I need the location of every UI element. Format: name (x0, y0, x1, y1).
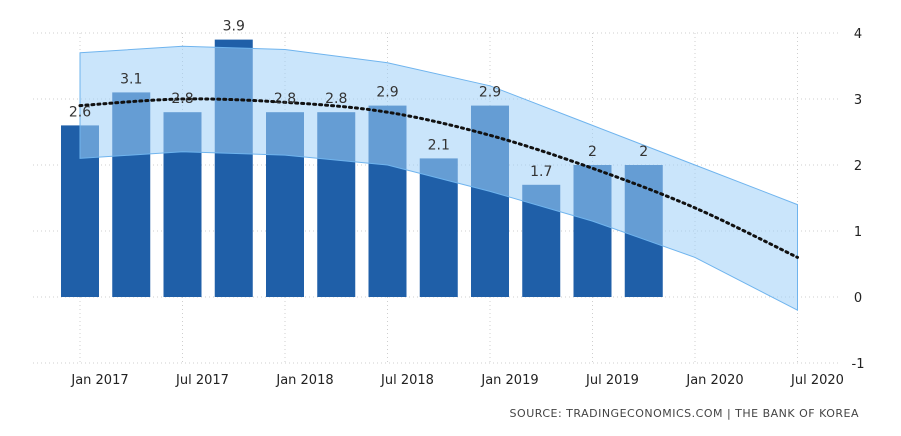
data-label: 2.8 (325, 91, 347, 107)
data-label: 2 (639, 144, 648, 160)
y-tick-label: 0 (854, 291, 862, 306)
data-label: 2.8 (274, 91, 296, 107)
data-label: 1.7 (530, 164, 552, 180)
data-label: 2.9 (376, 85, 398, 101)
data-label: 3.1 (120, 71, 142, 87)
data-label: 2 (588, 144, 597, 160)
data-label: 2.6 (69, 104, 91, 120)
data-label: 2.8 (171, 91, 193, 107)
x-tick-label: Jul 2020 (790, 373, 844, 388)
forecast-band (79, 45, 798, 312)
x-tick-label: Jan 2017 (70, 373, 128, 388)
trend-line (78, 97, 799, 259)
y-tick-label: -1 (852, 357, 865, 372)
x-tick-label: Jan 2019 (480, 373, 538, 388)
data-label: 2.9 (479, 85, 501, 101)
data-label: 3.9 (223, 19, 245, 35)
x-tick-label: Jan 2018 (275, 373, 333, 388)
y-tick-label: 1 (854, 225, 862, 240)
x-tick-label: Jan 2020 (685, 373, 743, 388)
y-tick-label: 4 (854, 27, 862, 42)
source-note: SOURCE: TRADINGECONOMICS.COM | THE BANK … (509, 407, 859, 420)
data-label: 2.1 (428, 137, 450, 153)
x-tick-label: Jul 2018 (380, 373, 434, 388)
y-tick-label: 3 (854, 93, 862, 108)
y-tick-label: 2 (854, 159, 862, 174)
x-tick-label: Jul 2017 (175, 373, 229, 388)
x-tick-label: Jul 2019 (585, 373, 639, 388)
